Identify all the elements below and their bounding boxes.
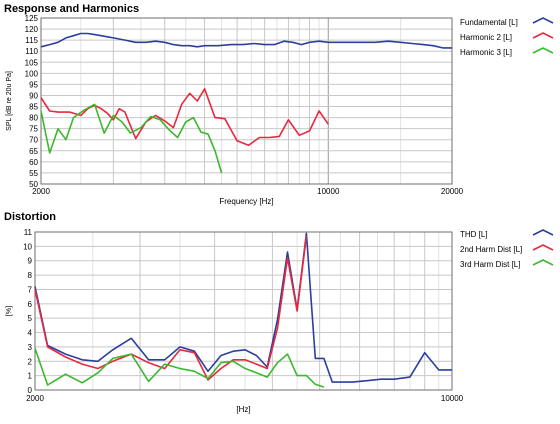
y-axis-label: SPL [dB re 20u Pa] [6, 71, 13, 131]
y-tick-label: 70 [29, 136, 38, 145]
y-tick-label: 55 [29, 169, 38, 178]
legend-entry-harmonic-3-l: Harmonic 3 [L] [460, 48, 512, 57]
legend-entry-fundamental-l: Fundamental [L] [460, 18, 518, 27]
y-tick-label: 10 [23, 242, 32, 251]
y-tick-label: 8 [28, 271, 33, 280]
chart-1: 50 55 60 65 70 75 80 85 90 95 100 105 110 115 120 125 20… [6, 14, 554, 206]
y-tick-label: 90 [29, 91, 38, 100]
y-tick-label: 6 [28, 300, 33, 309]
y-tick-label: 5 [28, 314, 33, 323]
y-tick-label: 60 [29, 158, 38, 167]
distortion-section-title: Distortion [4, 211, 56, 223]
plot-frame [40, 17, 453, 185]
series-line-2nd-harm-dist-l [34, 236, 308, 381]
y-axis-label: [%] [6, 306, 13, 316]
x-tick-label: 20000 [441, 187, 464, 196]
plot-area [41, 18, 452, 184]
y-tick-label: 65 [29, 147, 38, 156]
y-tick-label: 0 [28, 386, 33, 395]
legend-swatch-fundamental-l [532, 17, 554, 24]
y-tick-label: 9 [28, 257, 33, 266]
series-line-fundamental-l [40, 32, 452, 49]
y-tick-label: 85 [29, 103, 38, 112]
y-tick-label: 4 [28, 329, 33, 338]
y-tick-label: 100 [25, 69, 39, 78]
x-tick-label: 10000 [441, 394, 464, 403]
legend-swatch-thd-l [532, 229, 554, 236]
response-section-title: Response and Harmonics [4, 3, 140, 15]
y-tick-label: 1 [28, 372, 33, 381]
y-tick-label: 95 [29, 80, 38, 89]
x-tick-label: 2000 [26, 394, 44, 403]
series-line-3rd-harm-dist-l [34, 348, 325, 388]
y-tick-label: 115 [25, 36, 38, 45]
y-tick-label: 11 [24, 228, 33, 237]
y-tick-label: 3 [28, 343, 33, 352]
y-tick-label: 50 [29, 180, 38, 189]
legend-entry-harmonic-2-l: Harmonic 2 [L] [460, 33, 512, 42]
x-axis-label: Frequency [Hz] [219, 197, 273, 206]
x-axis-label: [Hz] [236, 405, 250, 414]
y-tick-label: 110 [25, 47, 38, 56]
y-tick-label: 105 [25, 58, 39, 67]
legend-swatch-3rd-harm-dist-l [532, 259, 554, 266]
y-tick-label: 125 [25, 14, 39, 23]
y-tick-label: 120 [25, 25, 39, 34]
legend-entry-thd-l: THD [L] [460, 230, 488, 239]
plot-frame [34, 231, 453, 391]
legend-swatch-harmonic-3-l [532, 47, 554, 54]
chart-2: 0 1 2 3 4 5 6 7 8 9 10 11 2000 10000 [Hz] [%] THD [L] 2nd… [6, 228, 554, 414]
series-line-harmonic-3-l [40, 103, 223, 174]
legend-entry-3rd-harm-dist-l: 3rd Harm Dist [L] [460, 260, 520, 269]
y-tick-label: 7 [28, 285, 33, 294]
x-tick-label: 10000 [317, 187, 340, 196]
y-tick-label: 2 [28, 357, 33, 366]
legend-swatch-2nd-harm-dist-l [532, 244, 554, 251]
x-tick-label: 2000 [32, 187, 50, 196]
legend-swatch-harmonic-2-l [532, 32, 554, 39]
y-tick-label: 80 [29, 114, 38, 123]
y-tick-label: 75 [29, 125, 38, 134]
plot-area [35, 232, 452, 390]
legend-entry-2nd-harm-dist-l: 2nd Harm Dist [L] [460, 245, 522, 254]
